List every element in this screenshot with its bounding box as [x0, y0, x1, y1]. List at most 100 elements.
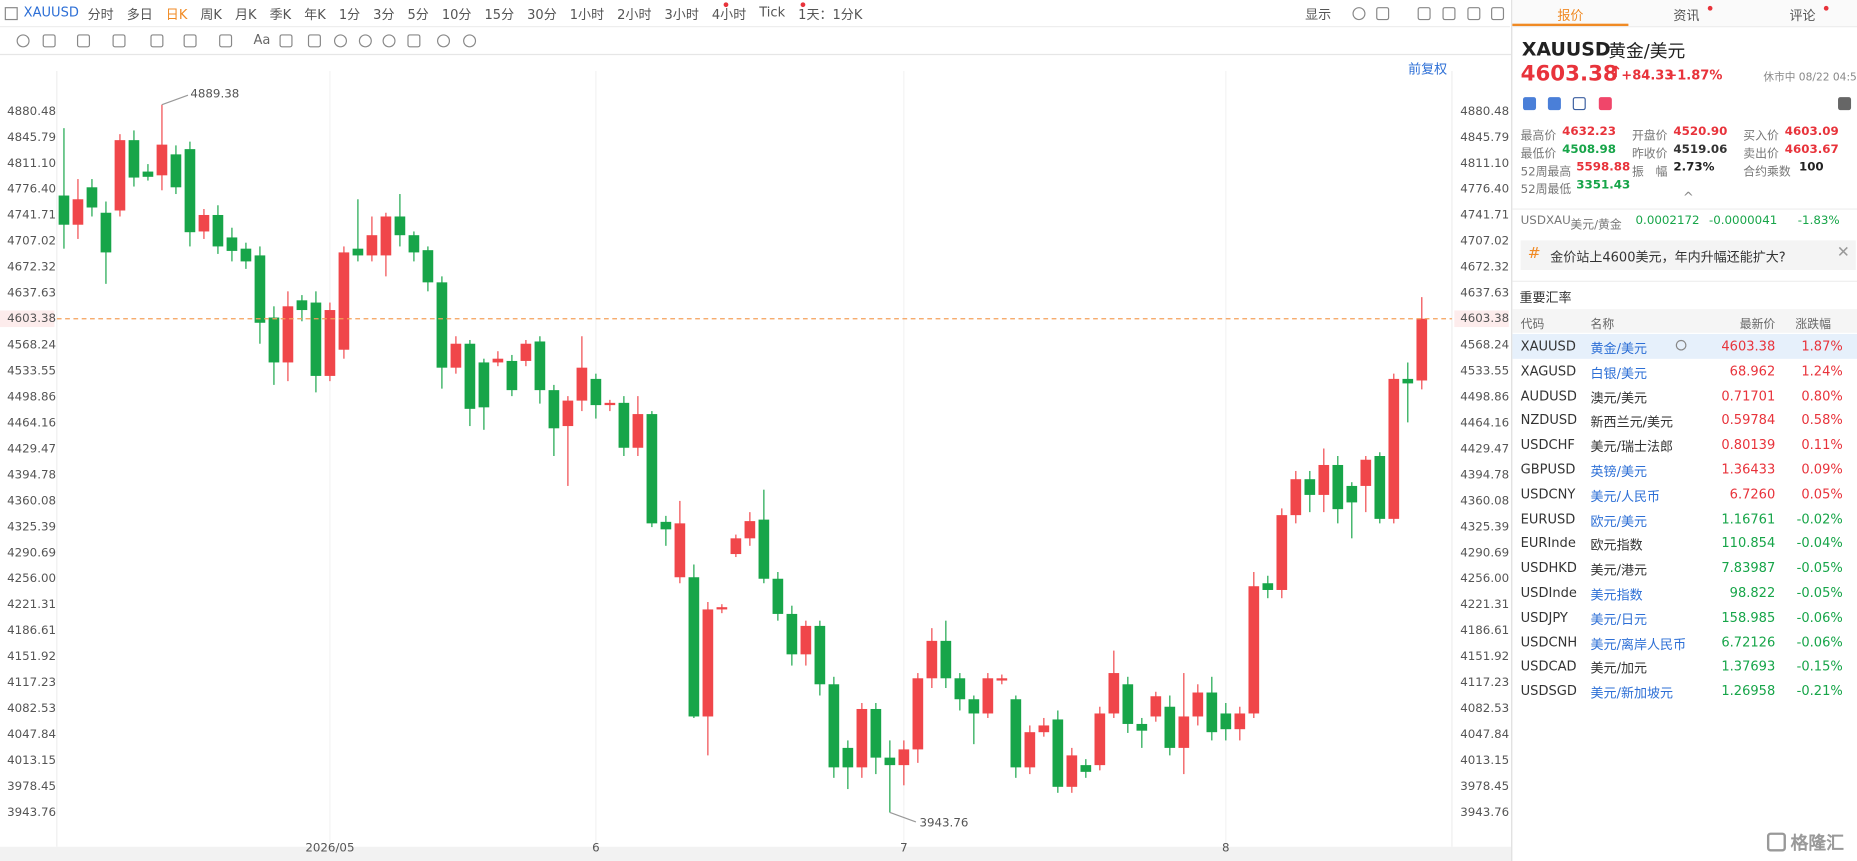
- angle-tool[interactable]: [307, 34, 321, 48]
- rate-row[interactable]: USDSGD 美元/新加坡元 1.26958 -0.21%: [1512, 679, 1857, 704]
- period-button[interactable]: Tick: [759, 4, 786, 21]
- tag-icon[interactable]: [1523, 97, 1537, 111]
- candle-body: [1206, 692, 1218, 733]
- delete-tool[interactable]: [407, 34, 421, 48]
- period-button[interactable]: 3分: [373, 7, 395, 23]
- period-button[interactable]: 年K: [304, 7, 326, 23]
- collapse-caret[interactable]: ^: [1682, 189, 1694, 205]
- period-button[interactable]: 2小时: [617, 7, 652, 23]
- period-button[interactable]: 30分: [527, 7, 557, 23]
- rate-row[interactable]: AUDUSD 澳元/美元 0.71701 0.80%: [1512, 383, 1857, 408]
- rate-row[interactable]: XAGUSD 白银/美元 68.962 1.24%: [1512, 359, 1857, 384]
- rate-name[interactable]: 黄金/美元: [1590, 341, 1648, 357]
- rate-row[interactable]: EURInde 欧元指数 110.854 -0.04%: [1512, 531, 1857, 556]
- rate-row[interactable]: USDCHF 美元/瑞士法郎 0.80139 0.11%: [1512, 432, 1857, 457]
- settings-icon[interactable]: [1352, 7, 1366, 21]
- rate-row[interactable]: USDInde 美元指数 98.822 -0.05%: [1512, 580, 1857, 605]
- tag-icon[interactable]: [1572, 97, 1586, 111]
- news-title[interactable]: 金价站上4600美元，年内升幅还能扩大?: [1550, 249, 1786, 266]
- edit-icon[interactable]: [1442, 7, 1456, 21]
- rate-row[interactable]: USDHKD 美元/港元 7.83987 -0.05%: [1512, 556, 1857, 581]
- period-button[interactable]: 1分: [338, 7, 361, 23]
- link-tool[interactable]: [437, 34, 451, 48]
- fib-tool[interactable]: [150, 34, 164, 48]
- column-header[interactable]: 最新价: [1739, 318, 1776, 332]
- measure-tool[interactable]: [183, 34, 197, 48]
- period-button[interactable]: 4小时: [711, 7, 747, 23]
- note-tool[interactable]: [279, 34, 293, 48]
- period-button[interactable]: 3小时: [664, 7, 699, 23]
- rate-price: 68.962: [1729, 363, 1776, 379]
- rate-code: USDCNH: [1520, 634, 1577, 650]
- move-tool[interactable]: [16, 34, 30, 48]
- candle-body: [828, 684, 840, 768]
- channel-tool[interactable]: [76, 34, 91, 48]
- candle-body: [884, 757, 896, 766]
- rate-row[interactable]: USDJPY 美元/日元 158.985 -0.06%: [1512, 605, 1857, 630]
- period-button[interactable]: 日K: [165, 7, 188, 23]
- badge: [1823, 5, 1829, 11]
- rate-row[interactable]: USDCNY 美元/人民币 6.7260 0.05%: [1512, 482, 1857, 507]
- period-button[interactable]: 多日: [126, 7, 153, 23]
- period-button[interactable]: 1小时: [569, 7, 605, 23]
- panel-icon[interactable]: [1491, 7, 1505, 21]
- rate-row[interactable]: GBPUSD 英镑/美元 1.36433 0.09%: [1512, 457, 1857, 482]
- period-button[interactable]: 季K: [269, 7, 292, 23]
- fullscreen-icon[interactable]: [1467, 7, 1481, 21]
- alert-icon[interactable]: [1838, 97, 1852, 111]
- rate-name[interactable]: 欧元/美元: [1590, 513, 1648, 529]
- rate-name[interactable]: 美元/人民币: [1590, 488, 1661, 505]
- tab[interactable]: 资讯: [1673, 8, 1700, 24]
- text-tool[interactable]: Aa: [253, 31, 271, 48]
- y-tick-label-right: 3978.45: [1460, 779, 1509, 793]
- stat-label: 开盘价: [1631, 130, 1668, 144]
- y-tick-label-right: 4741.71: [1460, 208, 1509, 222]
- rate-name[interactable]: 白银/美元: [1590, 365, 1648, 382]
- magnet-tool[interactable]: [333, 34, 347, 48]
- tab[interactable]: 评论: [1789, 8, 1816, 24]
- column-header[interactable]: 涨跌幅: [1795, 318, 1831, 332]
- rate-name[interactable]: 美元/离岸人民币: [1590, 636, 1686, 653]
- rate-name[interactable]: 美元/日元: [1590, 612, 1648, 628]
- tag-icon[interactable]: [1547, 97, 1561, 111]
- rate-row[interactable]: USDCNH 美元/离岸人民币 6.72126 -0.06%: [1512, 630, 1857, 655]
- news-box[interactable]: # 金价站上4600美元，年内升幅还能扩大? ✕: [1520, 240, 1856, 271]
- menu-icon[interactable]: [4, 7, 18, 21]
- arrow-tool[interactable]: [219, 34, 233, 48]
- box-icon[interactable]: [1376, 7, 1390, 21]
- y-tick-label-right: 4811.10: [1460, 156, 1509, 170]
- settings-tool[interactable]: [463, 34, 477, 48]
- rate-row[interactable]: EURUSD 欧元/美元 1.16761 -0.02%: [1512, 506, 1857, 531]
- rates-title: 重要汇率: [1519, 290, 1572, 306]
- rate-name[interactable]: 美元/新加坡元: [1590, 685, 1674, 702]
- y-tick-label: 4880.48: [7, 104, 56, 118]
- adjust-mode[interactable]: 前复权: [1408, 61, 1448, 77]
- inverse-name: 美元/黄金: [1570, 219, 1622, 233]
- wave-tool[interactable]: [112, 34, 126, 48]
- hide-tool[interactable]: [382, 34, 396, 48]
- candle-body: [408, 235, 420, 253]
- period-button[interactable]: 1天：1分K: [798, 7, 863, 23]
- period-button[interactable]: 10分: [441, 7, 472, 23]
- period-button[interactable]: 周K: [200, 7, 222, 23]
- rate-name[interactable]: 美元指数: [1590, 587, 1643, 603]
- period-button[interactable]: 15分: [484, 7, 515, 23]
- tab[interactable]: 报价: [1557, 8, 1584, 24]
- period-button[interactable]: 5分: [407, 7, 429, 23]
- symbol[interactable]: XAUUSD: [23, 4, 79, 21]
- line-tool[interactable]: [42, 34, 56, 48]
- close-button[interactable]: ✕: [1836, 243, 1850, 262]
- display-menu[interactable]: 显示: [1305, 7, 1332, 23]
- y-tick-label: 4082.53: [7, 701, 56, 715]
- period-button[interactable]: 月K: [235, 7, 257, 23]
- pin-icon[interactable]: [1675, 339, 1687, 351]
- eye-tool[interactable]: [358, 34, 372, 48]
- camera-icon[interactable]: [1417, 7, 1431, 21]
- rate-row[interactable]: XAUUSD 黄金/美元 4603.38 1.87%: [1512, 333, 1857, 359]
- stat-label: 昨收价: [1631, 148, 1668, 162]
- favorite-icon[interactable]: [1598, 97, 1612, 111]
- rate-name[interactable]: 英镑/美元: [1590, 464, 1648, 480]
- period-button[interactable]: 分时: [87, 7, 114, 23]
- rate-row[interactable]: NZDUSD 新西兰元/美元 0.59784 0.58%: [1512, 408, 1857, 433]
- rate-row[interactable]: USDCAD 美元/加元 1.37693 -0.15%: [1512, 654, 1857, 679]
